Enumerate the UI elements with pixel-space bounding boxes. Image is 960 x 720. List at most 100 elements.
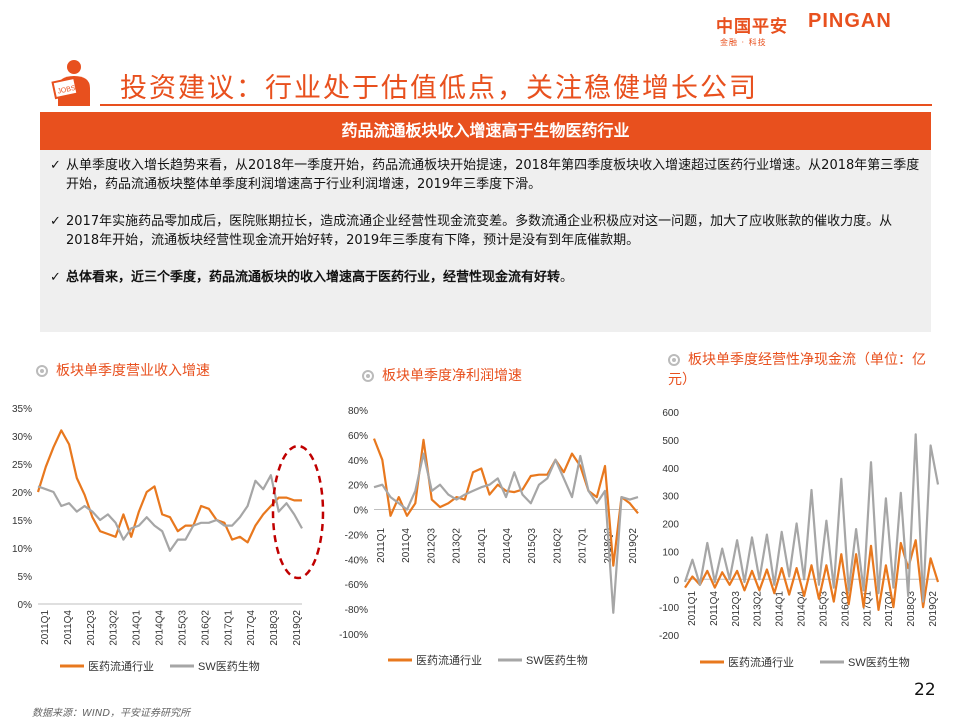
x-tick-label: 2014Q4 (155, 610, 166, 646)
x-tick-label: 2017Q4 (246, 610, 257, 646)
x-tick-label: 2015Q3 (177, 610, 188, 646)
y-tick-label: 20% (12, 488, 32, 499)
brand-name-cn: 中国平安 (716, 17, 788, 37)
x-tick-label: 2019Q2 (928, 591, 939, 627)
y-tick-label: 0% (18, 600, 33, 611)
x-tick-label: 2018Q3 (269, 610, 280, 646)
highlight-ellipse (271, 444, 325, 580)
x-tick-label: 2017Q1 (862, 591, 873, 627)
x-tick-label: 2013Q2 (109, 610, 120, 646)
summary-bullet: ✓ 2017年实施药品零加成后，医院账期拉长，造成流通企业经营性现金流变差。多数… (50, 212, 922, 250)
y-tick-label: 35% (12, 404, 32, 415)
y-tick-label: -40% (345, 555, 368, 566)
x-tick-label: 2012Q3 (86, 610, 97, 646)
y-tick-label: 15% (12, 516, 32, 527)
x-tick-label: 2017Q1 (578, 528, 589, 564)
y-tick-label: -20% (345, 530, 368, 541)
bullet-text-tail: 。 (560, 270, 574, 285)
chart-title-text: 板块单季度净利润增速 (382, 368, 522, 384)
brand-name-en: PINGAN (808, 10, 892, 32)
revenue-growth-chart: 0% 5% 10% 15% 20% 25% 30% 35% 2011Q1 2011Q4 2012Q3… (12, 404, 325, 673)
legend-label: SW医药生物 (848, 655, 910, 669)
y-tick-label: 0% (354, 506, 369, 517)
brand-tagline: 金融 · 科技 (720, 38, 767, 47)
x-tick-label: 2014Q1 (477, 528, 488, 564)
bullet-text: 2017年实施药品零加成后，医院账期拉长，造成流通企业经营性现金流变差。多数流通… (66, 214, 893, 248)
x-tick-label: 2011Q1 (376, 528, 387, 563)
x-tick-label: 2019Q2 (292, 610, 303, 646)
legend-label: 医药流通行业 (416, 653, 482, 667)
bullet-text-bold: 总体看来，近三个季度，药品流通板块的收入增速高于医药行业，经营性现金流有好转 (66, 270, 561, 285)
y-tick-label: 600 (662, 408, 679, 419)
x-tick-label: 2011Q4 (63, 610, 74, 645)
x-tick-label: 2013Q2 (753, 591, 764, 627)
jobs-figure-icon: JOBS (51, 60, 90, 106)
check-icon: ✓ (50, 158, 61, 173)
chart-title-cashflow: 板块单季度经营性净现金流（单位：亿元） (668, 350, 930, 390)
target-icon (362, 370, 374, 382)
bullet-text: 从单季度收入增长趋势来看，从2018年一季度开始，药品流通板块开始提速，2018… (66, 158, 920, 192)
title-divider (100, 104, 932, 106)
x-tick-label: 2012Q3 (426, 528, 437, 564)
y-tick-label: 30% (12, 432, 32, 443)
series-line-sw-pharma (683, 433, 940, 603)
summary-bullet: ✓ 总体看来，近三个季度，药品流通板块的收入增速高于医药行业，经营性现金流有好转… (50, 268, 922, 287)
y-tick-label: 400 (662, 464, 679, 475)
x-tick-label: 2011Q4 (401, 528, 412, 563)
profit-growth-chart: -100% -80% -60% -40% -20% 0% 20% 40% 60% 80% 2011Q… (339, 406, 639, 667)
series-line-sw-pharma (37, 474, 303, 552)
y-tick-label: 5% (18, 572, 33, 583)
x-tick-label: 2016Q2 (552, 528, 563, 564)
legend-label: 医药流通行业 (88, 659, 154, 673)
y-tick-label: 20% (348, 481, 368, 492)
summary-bullet: ✓ 从单季度收入增长趋势来看，从2018年一季度开始，药品流通板块开始提速，20… (50, 156, 922, 194)
x-tick-label: 2012Q3 (731, 591, 742, 627)
x-tick-label: 2013Q2 (452, 528, 463, 564)
target-icon (668, 354, 680, 366)
series-line-distribution (684, 539, 940, 611)
x-tick-label: 2014Q4 (797, 591, 808, 627)
x-tick-label: 2015Q3 (527, 528, 538, 564)
y-tick-label: 0 (673, 575, 679, 586)
data-source: 数据来源：WIND，平安证券研究所 (32, 708, 191, 719)
y-tick-label: -100 (659, 603, 679, 614)
x-tick-label: 2014Q1 (132, 610, 143, 646)
chart-title-profit: 板块单季度净利润增速 (362, 365, 522, 385)
check-icon: ✓ (50, 270, 61, 285)
y-tick-label: 60% (348, 431, 368, 442)
y-tick-label: 300 (662, 492, 679, 503)
y-tick-label: -200 (659, 631, 679, 642)
legend-label: 医药流通行业 (728, 655, 794, 669)
x-tick-label: 2014Q1 (775, 591, 786, 627)
chart-title-text: 板块单季度营业收入增速 (56, 363, 210, 379)
x-tick-label: 2014Q4 (502, 528, 513, 564)
y-tick-label: -60% (345, 580, 368, 591)
page-number: 22 (914, 680, 936, 700)
y-tick-label: 80% (348, 406, 368, 417)
y-tick-label: 500 (662, 436, 679, 447)
x-tick-label: 2011Q1 (40, 610, 51, 645)
x-tick-label: 2017Q4 (884, 591, 895, 627)
summary-heading: 药品流通板块收入增速高于生物医药行业 (40, 112, 931, 150)
legend-label: SW医药生物 (198, 659, 260, 673)
chart-title-revenue: 板块单季度营业收入增速 (36, 360, 210, 380)
y-tick-label: 200 (662, 520, 679, 531)
x-tick-label: 2017Q1 (223, 610, 234, 646)
y-tick-label: -100% (339, 630, 368, 641)
x-tick-label: 2018Q3 (906, 591, 917, 627)
y-tick-label: 40% (348, 456, 368, 467)
x-tick-label: 2011Q4 (709, 591, 720, 626)
legend-label: SW医药生物 (526, 653, 588, 667)
y-tick-label: -80% (345, 605, 368, 616)
page-title: 投资建议：行业处于估值低点，关注稳健增长公司 (120, 73, 758, 104)
svg-text:JOBS: JOBS (57, 85, 77, 96)
x-tick-label: 2016Q2 (840, 591, 851, 627)
target-icon (36, 365, 48, 377)
cashflow-chart: -200 -100 0 100 200 300 400 500 600 2011Q1 2011Q4 2… (659, 408, 940, 669)
chart-title-text: 板块单季度经营性净现金流（单位：亿元） (668, 352, 926, 388)
y-tick-label: 25% (12, 460, 32, 471)
x-tick-label: 2019Q2 (628, 528, 639, 564)
series-line-sw-pharma (373, 452, 639, 614)
series-line-distribution (36, 429, 302, 544)
y-tick-label: 10% (12, 544, 32, 555)
